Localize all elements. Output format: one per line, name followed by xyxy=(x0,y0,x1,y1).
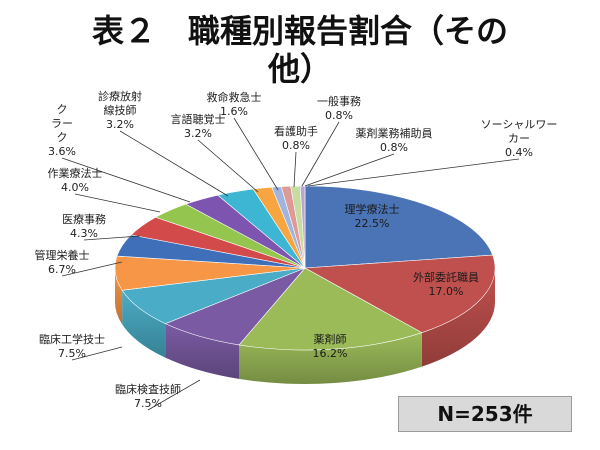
chart-title: 表２ 職種別報告割合（その 他） xyxy=(0,12,600,88)
slice-label: 理学療法士 22.5% xyxy=(345,202,400,230)
leader-line xyxy=(293,151,297,188)
slice-label: 医療事務 4.3% xyxy=(62,212,106,240)
leader-line xyxy=(304,153,395,187)
leader-line xyxy=(301,121,340,187)
leader-line xyxy=(119,130,229,197)
leader-line xyxy=(71,346,123,361)
slice-label: 診療放射線技師 3.2% xyxy=(98,89,142,131)
slice-label: 言語聴覚士 3.2% xyxy=(171,112,226,140)
pie-side-shade xyxy=(421,268,495,367)
pie-side-shade xyxy=(165,323,240,379)
slice-label: 薬剤業務補助員 0.8% xyxy=(356,126,433,154)
pie-side-shade xyxy=(239,332,422,384)
slice-label: 臨床工学技士 7.5% xyxy=(39,332,105,360)
pie-slice xyxy=(238,267,423,351)
slice-label: ソーシャルワーカー 0.4% xyxy=(481,118,558,159)
slice-label: クラーク 3.6% xyxy=(48,103,76,158)
slice-label: 救命救急士 1.6% xyxy=(207,90,262,118)
leader-line xyxy=(307,158,520,187)
leader-line xyxy=(233,117,279,191)
pie-side-shade xyxy=(115,268,123,325)
slice-label: 一般事務 0.8% xyxy=(317,94,361,122)
leader-line xyxy=(197,139,259,193)
slice-label: 作業療法士 4.0% xyxy=(48,166,103,194)
chart-title-line1: 表２ 職種別報告割合（その xyxy=(91,12,508,50)
slice-label: 看護助手 0.8% xyxy=(274,124,318,152)
leader-line xyxy=(61,261,123,277)
chart-title-line2: 他） xyxy=(267,50,332,88)
leader-line xyxy=(147,379,201,411)
sample-size-box: N=253件 xyxy=(398,396,572,432)
pie-slice xyxy=(304,185,494,269)
leader-line xyxy=(83,235,141,241)
pie-side-shade xyxy=(122,290,166,358)
pie-slice xyxy=(303,254,496,333)
slice-label: 臨床検査技師 7.5% xyxy=(115,382,181,410)
leader-line xyxy=(74,193,161,213)
pie-slice xyxy=(299,185,306,269)
slice-label: 外部委託職員 17.0% xyxy=(413,270,479,298)
slice-label: 薬剤師 16.2% xyxy=(313,332,348,360)
leader-line xyxy=(61,157,191,203)
slice-label: 管理栄養士 6.7% xyxy=(35,248,90,276)
